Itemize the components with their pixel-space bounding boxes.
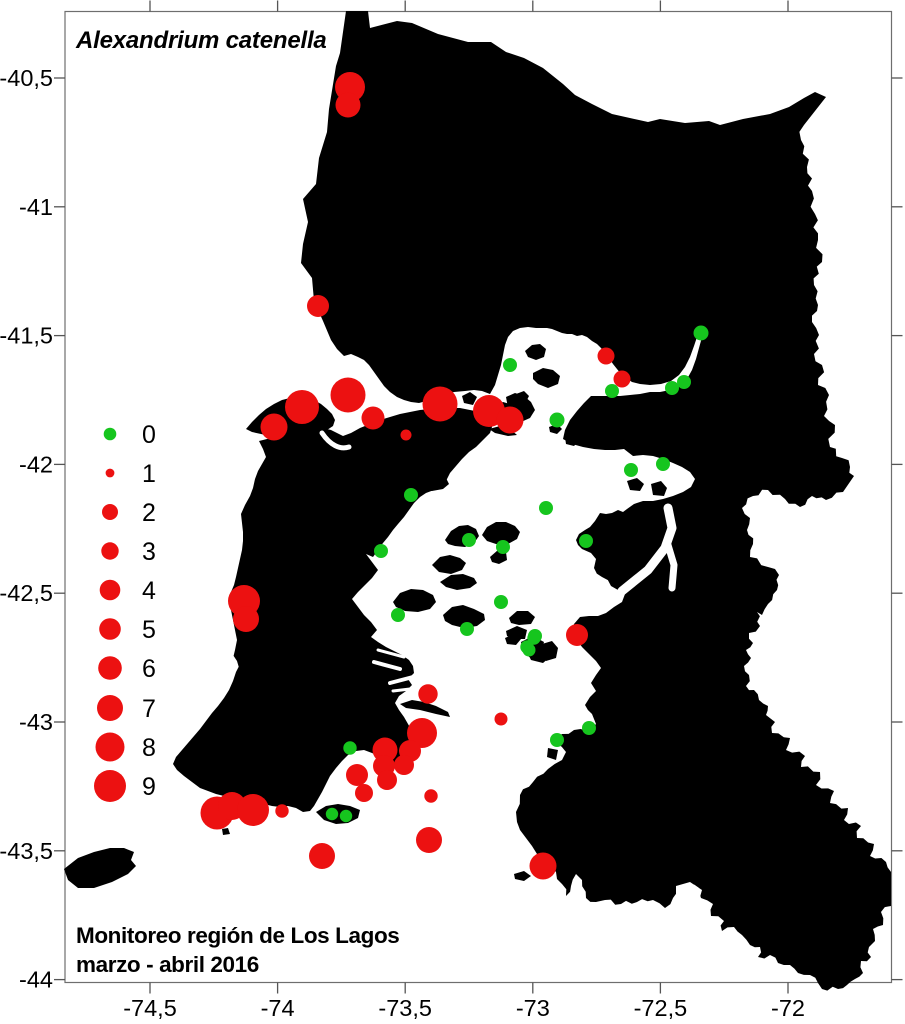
svg-text:-72,5: -72,5: [634, 995, 688, 1021]
svg-text:-73: -73: [516, 995, 550, 1021]
svg-text:-74,5: -74,5: [123, 995, 177, 1021]
svg-text:-41: -41: [19, 194, 53, 220]
svg-text:-43: -43: [19, 709, 53, 735]
svg-text:7: 7: [142, 695, 156, 723]
svg-text:Monitoreo región de Los Lagos: Monitoreo región de Los Lagos: [76, 923, 399, 948]
svg-text:6: 6: [142, 655, 156, 683]
svg-text:-44: -44: [19, 967, 53, 993]
svg-text:Alexandrium catenella: Alexandrium catenella: [75, 27, 327, 54]
svg-text:-42,5: -42,5: [0, 580, 53, 606]
svg-text:5: 5: [142, 616, 156, 644]
svg-text:0: 0: [142, 421, 156, 449]
svg-text:-43,5: -43,5: [0, 838, 53, 864]
svg-text:2: 2: [142, 499, 156, 527]
svg-text:1: 1: [142, 460, 156, 488]
svg-text:-42: -42: [19, 451, 53, 477]
svg-text:marzo - abril 2016: marzo - abril 2016: [76, 952, 259, 977]
svg-text:-72: -72: [771, 995, 805, 1021]
svg-text:8: 8: [142, 734, 156, 762]
svg-text:-73,5: -73,5: [378, 995, 432, 1021]
svg-text:-74: -74: [261, 995, 295, 1021]
svg-text:-41,5: -41,5: [0, 323, 53, 349]
svg-text:4: 4: [142, 577, 156, 605]
svg-text:3: 3: [142, 538, 156, 566]
svg-text:-40,5: -40,5: [0, 65, 53, 91]
svg-text:9: 9: [142, 773, 156, 801]
